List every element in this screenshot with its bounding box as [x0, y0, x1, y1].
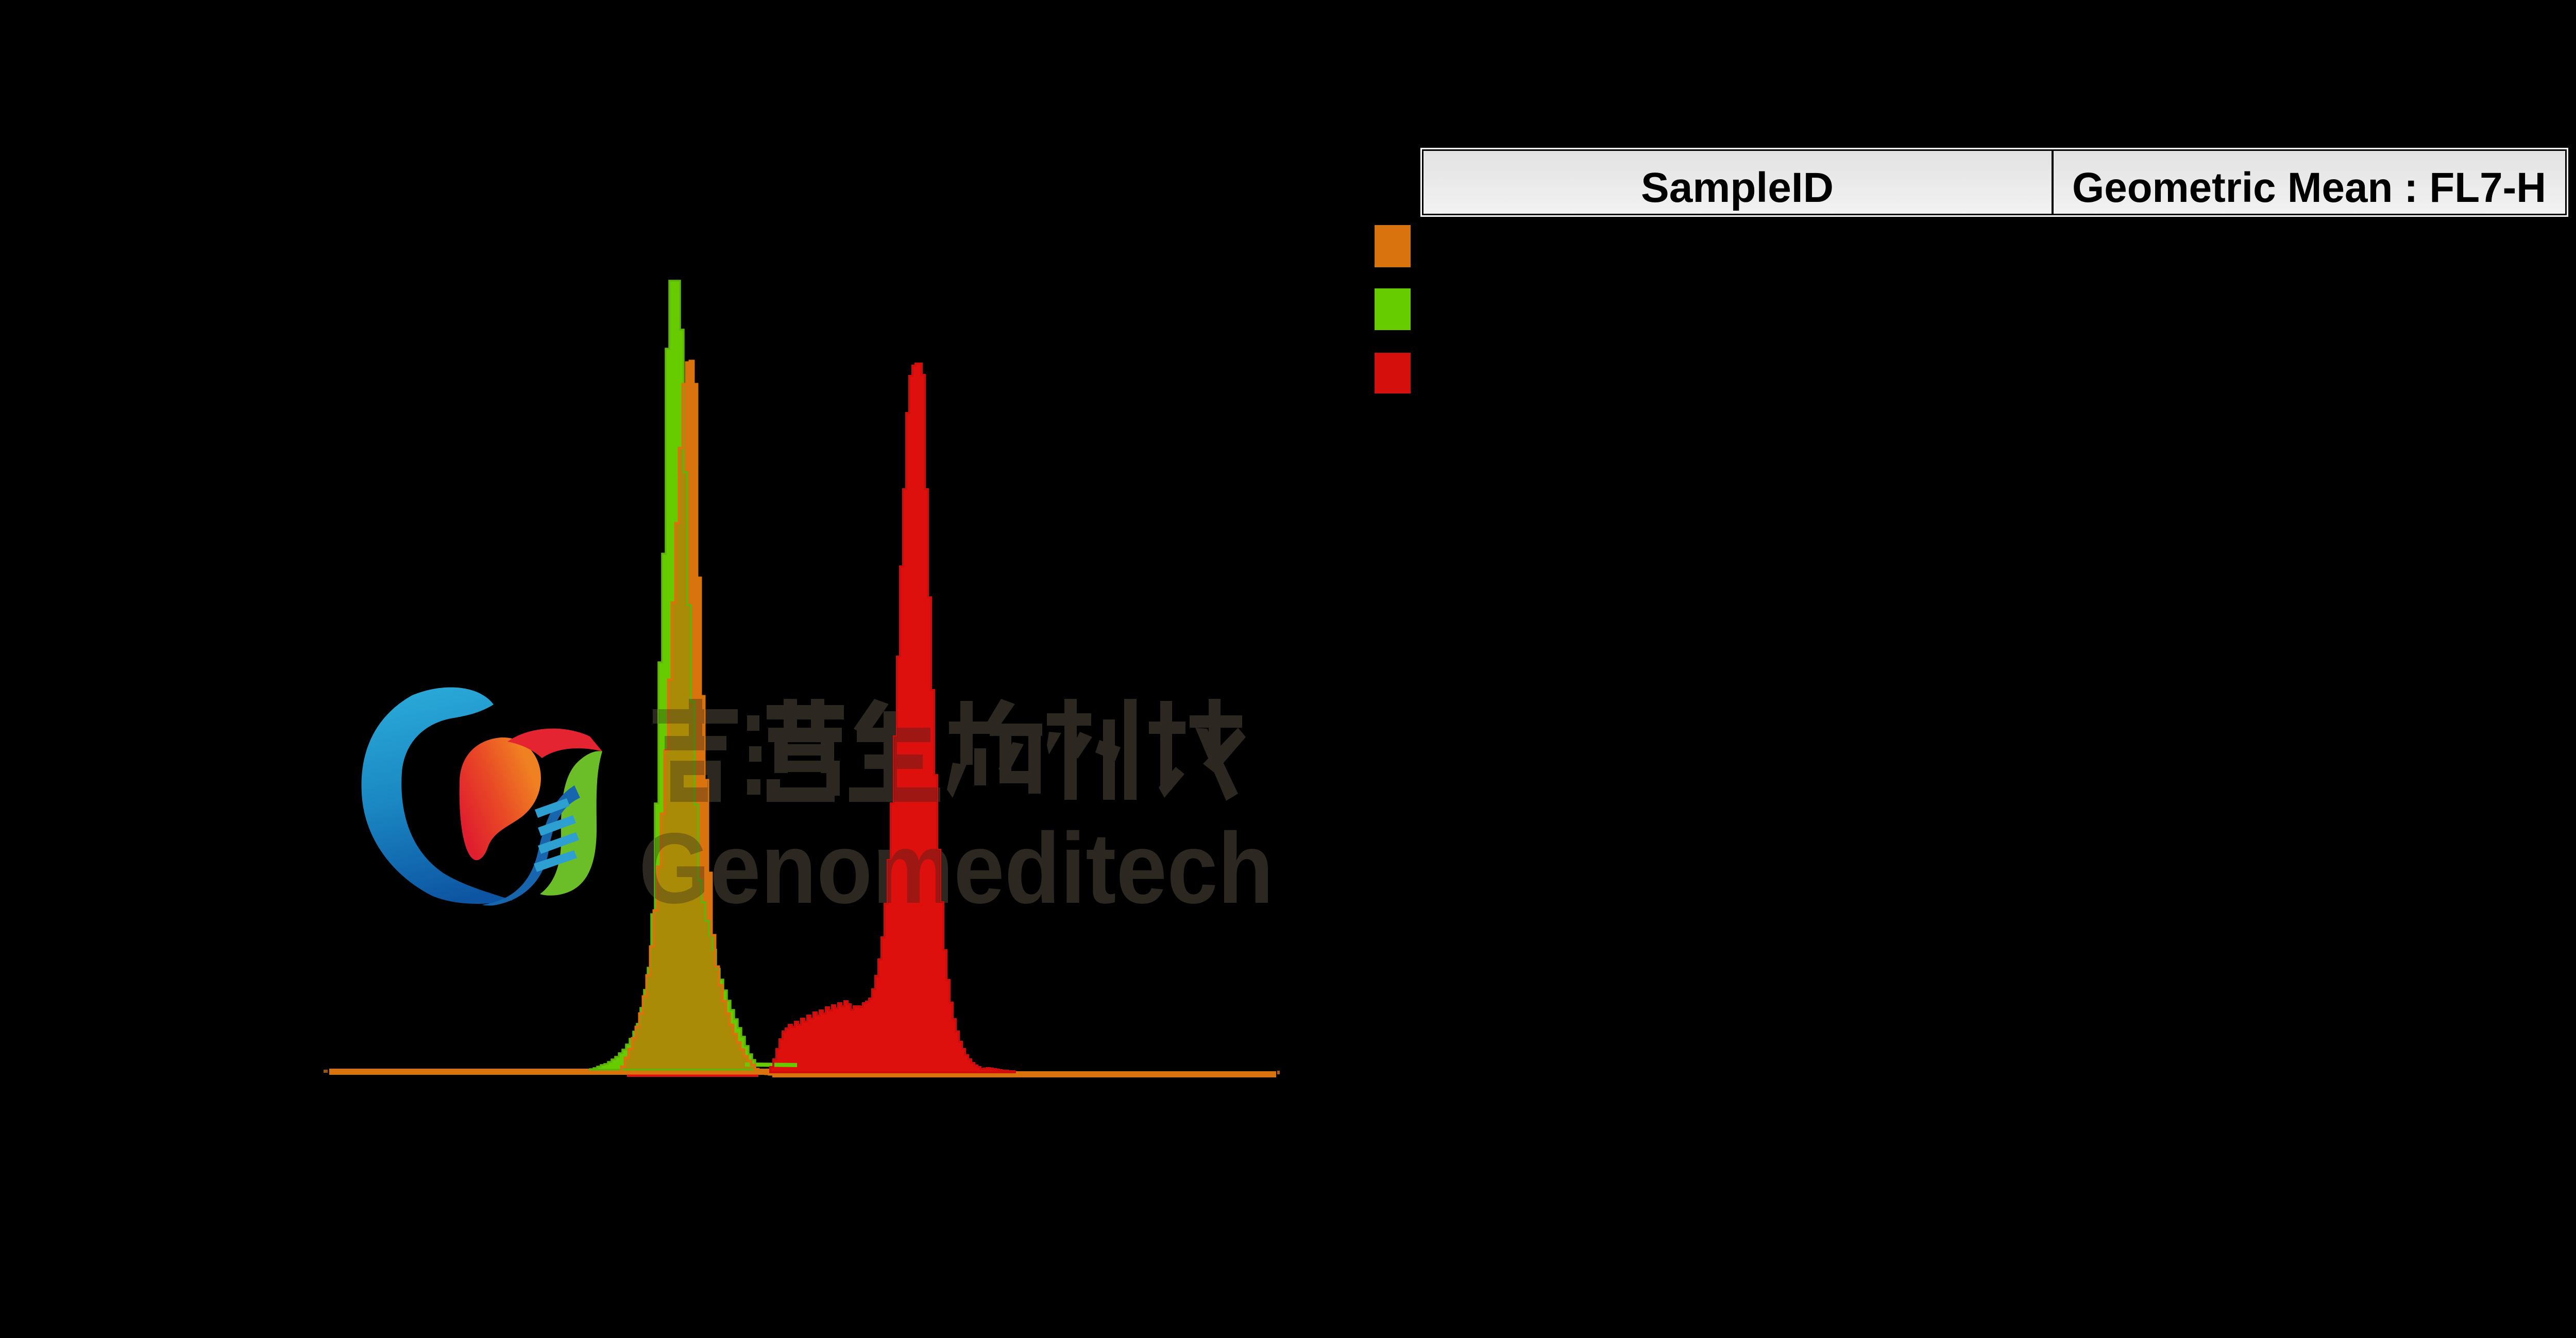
svg-text:Geometric Mean : FL7-H: Geometric Mean : FL7-H	[2072, 164, 2546, 211]
svg-text:Geometric Mean : FL7-H: Geometric Mean : FL7-H	[195, 162, 699, 211]
svg-text:Genomeditech: Genomeditech	[639, 812, 1274, 924]
svg-text:SampleID: SampleID	[1641, 164, 1834, 211]
